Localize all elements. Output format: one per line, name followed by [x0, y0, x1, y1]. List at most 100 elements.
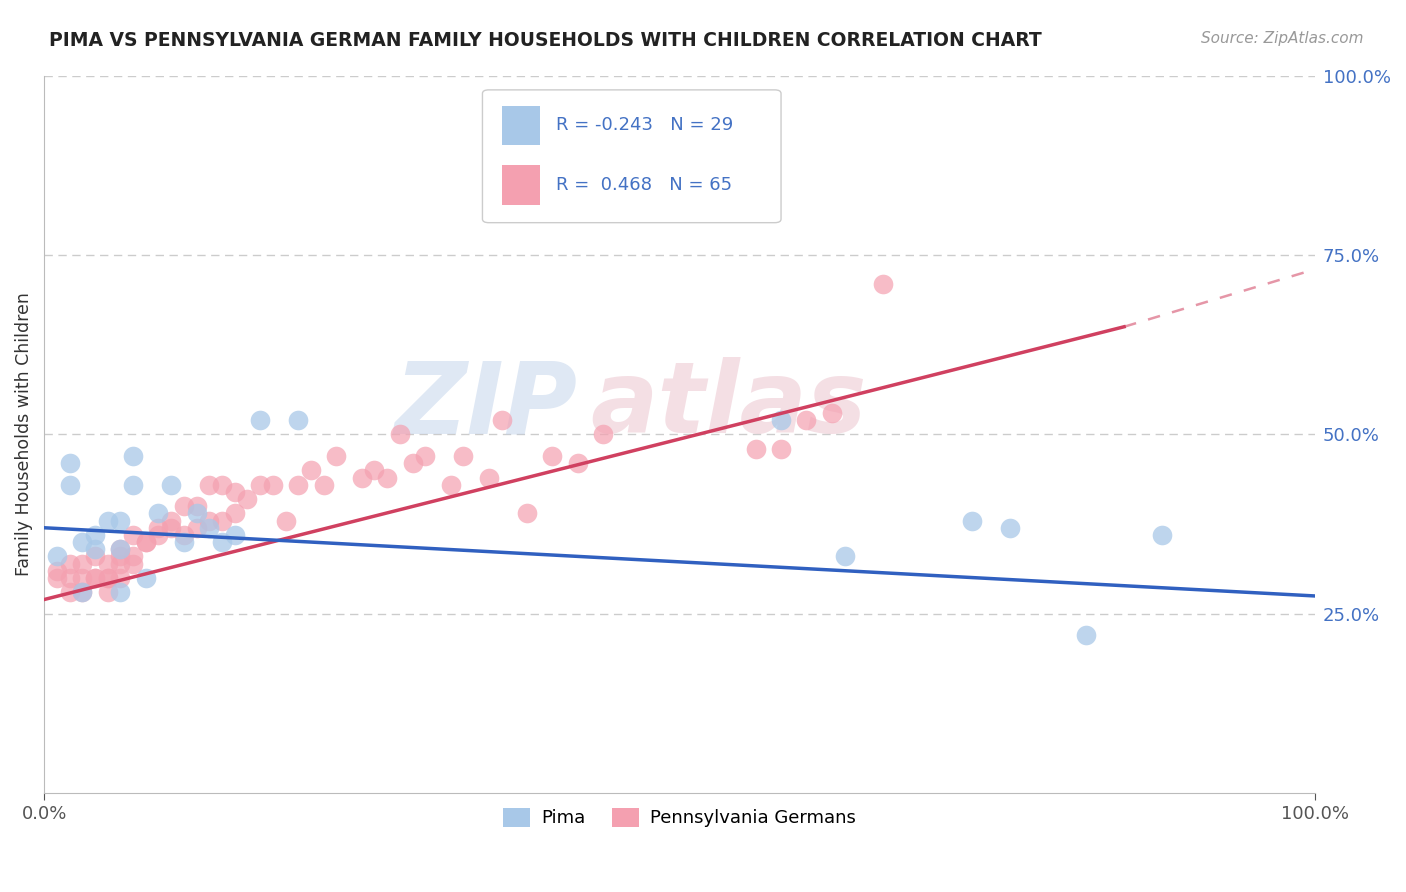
- Point: [211, 535, 233, 549]
- Text: R =  0.468   N = 65: R = 0.468 N = 65: [557, 176, 733, 194]
- Point: [110, 571, 132, 585]
- Point: [97, 557, 120, 571]
- Point: [122, 449, 145, 463]
- Point: [198, 521, 221, 535]
- Point: [960, 514, 983, 528]
- Point: [998, 521, 1021, 535]
- Point: [211, 514, 233, 528]
- Point: [224, 507, 246, 521]
- Point: [173, 528, 195, 542]
- Point: [796, 413, 818, 427]
- Point: [1152, 528, 1174, 542]
- Point: [97, 571, 120, 585]
- Point: [173, 500, 195, 514]
- Point: [97, 571, 120, 585]
- Legend: Pima, Pennsylvania Germans: Pima, Pennsylvania Germans: [496, 801, 863, 835]
- Point: [84, 571, 107, 585]
- Point: [160, 477, 183, 491]
- Text: PIMA VS PENNSYLVANIA GERMAN FAMILY HOUSEHOLDS WITH CHILDREN CORRELATION CHART: PIMA VS PENNSYLVANIA GERMAN FAMILY HOUSE…: [49, 31, 1042, 50]
- Point: [224, 484, 246, 499]
- Point: [58, 477, 80, 491]
- Text: atlas: atlas: [591, 357, 868, 454]
- Point: [274, 514, 297, 528]
- Point: [834, 549, 856, 564]
- FancyBboxPatch shape: [482, 90, 782, 223]
- Point: [135, 535, 157, 549]
- Point: [224, 528, 246, 542]
- Point: [58, 585, 80, 599]
- FancyBboxPatch shape: [502, 105, 540, 145]
- Point: [122, 549, 145, 564]
- Point: [236, 491, 259, 506]
- Point: [110, 542, 132, 557]
- Point: [491, 413, 513, 427]
- Point: [287, 477, 309, 491]
- Point: [84, 571, 107, 585]
- Point: [122, 477, 145, 491]
- Point: [173, 535, 195, 549]
- Point: [872, 277, 894, 291]
- Point: [821, 406, 844, 420]
- Point: [211, 477, 233, 491]
- Point: [58, 456, 80, 470]
- Point: [110, 514, 132, 528]
- Point: [478, 470, 501, 484]
- Point: [744, 442, 766, 456]
- Point: [135, 571, 157, 585]
- Point: [97, 514, 120, 528]
- Point: [45, 571, 67, 585]
- Point: [325, 449, 347, 463]
- Point: [262, 477, 284, 491]
- Point: [350, 470, 373, 484]
- Point: [567, 456, 589, 470]
- Point: [186, 507, 208, 521]
- Point: [122, 557, 145, 571]
- Point: [401, 456, 423, 470]
- Point: [70, 571, 93, 585]
- Point: [299, 463, 322, 477]
- Point: [110, 542, 132, 557]
- Point: [148, 507, 170, 521]
- Y-axis label: Family Households with Children: Family Households with Children: [15, 293, 32, 576]
- Point: [592, 427, 614, 442]
- Point: [84, 549, 107, 564]
- Point: [70, 535, 93, 549]
- Point: [770, 413, 793, 427]
- Point: [198, 514, 221, 528]
- Point: [148, 528, 170, 542]
- Point: [249, 413, 271, 427]
- Point: [70, 585, 93, 599]
- Point: [287, 413, 309, 427]
- Point: [413, 449, 436, 463]
- Text: ZIP: ZIP: [395, 357, 578, 454]
- Point: [110, 557, 132, 571]
- Point: [388, 427, 411, 442]
- Point: [312, 477, 335, 491]
- Point: [84, 542, 107, 557]
- Point: [45, 549, 67, 564]
- Point: [440, 477, 463, 491]
- Point: [45, 564, 67, 578]
- Point: [516, 507, 538, 521]
- Point: [135, 535, 157, 549]
- Point: [770, 442, 793, 456]
- Point: [249, 477, 271, 491]
- Point: [453, 449, 475, 463]
- Point: [97, 585, 120, 599]
- Point: [58, 557, 80, 571]
- Text: R = -0.243   N = 29: R = -0.243 N = 29: [557, 116, 734, 134]
- Point: [110, 585, 132, 599]
- Point: [70, 557, 93, 571]
- Point: [1074, 628, 1097, 642]
- Point: [70, 585, 93, 599]
- Point: [160, 521, 183, 535]
- Point: [58, 571, 80, 585]
- Point: [541, 449, 564, 463]
- Point: [186, 500, 208, 514]
- Point: [375, 470, 398, 484]
- Point: [148, 521, 170, 535]
- FancyBboxPatch shape: [502, 165, 540, 205]
- Point: [122, 528, 145, 542]
- Text: Source: ZipAtlas.com: Source: ZipAtlas.com: [1201, 31, 1364, 46]
- Point: [110, 549, 132, 564]
